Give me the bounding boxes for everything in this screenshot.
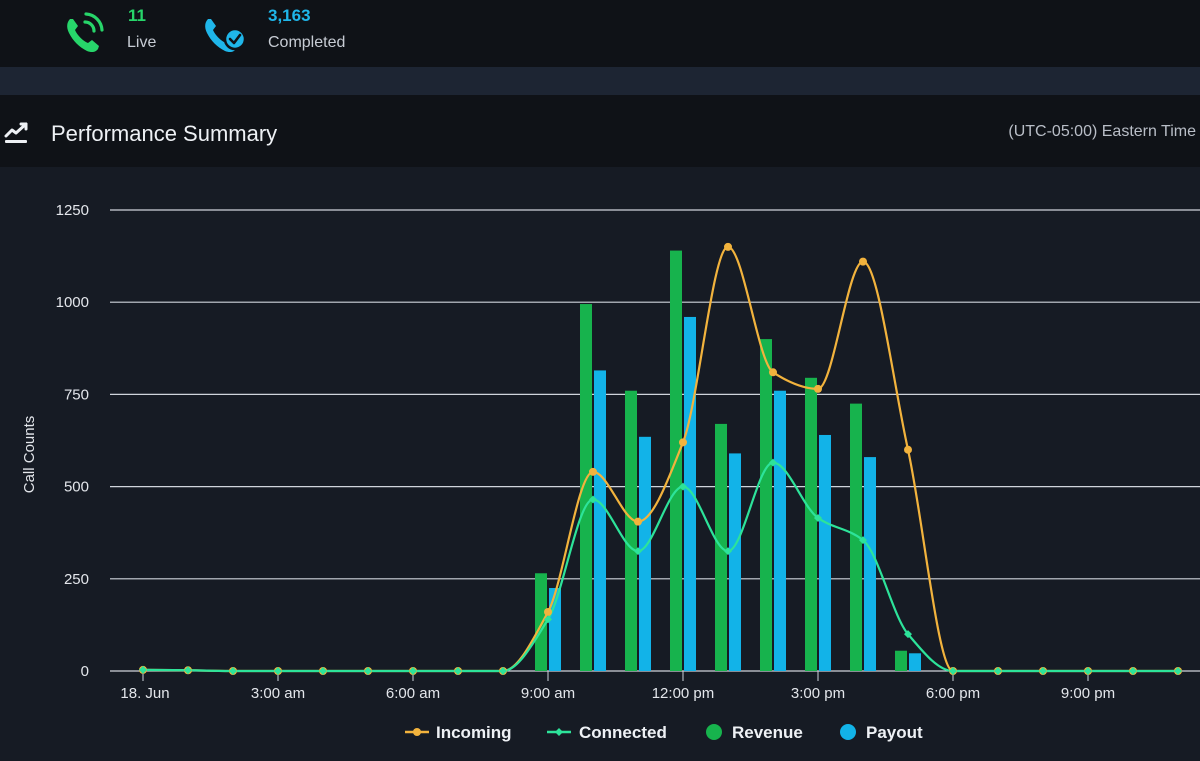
point-connected[interactable] xyxy=(904,630,912,639)
legend-connected-label[interactable]: Connected xyxy=(579,723,667,742)
bar-revenue[interactable] xyxy=(760,339,772,671)
performance-summary-header: Performance Summary (UTC-05:00) Eastern … xyxy=(0,95,1200,167)
point-connected[interactable] xyxy=(679,482,687,491)
performance-chart-svg: 0 250 500 750 1000 1250 Call Counts 18. Jun 3:00… xyxy=(21,202,1200,742)
x-tick-label: 6:00 am xyxy=(386,685,440,702)
legend-payout-marker xyxy=(840,724,856,740)
point-connected[interactable] xyxy=(229,667,237,675)
panel-title: Performance Summary xyxy=(51,121,278,146)
bar-revenue[interactable] xyxy=(580,304,592,671)
y-tick-label: 250 xyxy=(64,571,89,588)
y-tick-label: 1000 xyxy=(56,294,89,311)
top-stats-bar: 11 Live 3,163 Completed xyxy=(0,0,1200,67)
point-connected[interactable] xyxy=(274,667,282,675)
point-connected[interactable] xyxy=(859,536,867,545)
point-connected[interactable] xyxy=(364,667,372,675)
legend-revenue-label[interactable]: Revenue xyxy=(732,723,803,742)
bar-payout[interactable] xyxy=(819,434,831,671)
bar-payout[interactable] xyxy=(864,457,876,671)
legend-payout-label[interactable]: Payout xyxy=(866,723,923,742)
bar-revenue[interactable] xyxy=(850,403,862,671)
x-tick-label: 3:00 am xyxy=(251,685,305,702)
x-tick-label: 12:00 pm xyxy=(652,685,715,702)
legend-incoming-marker xyxy=(413,728,421,736)
timezone-selector[interactable]: (UTC-05:00) Eastern Time xyxy=(1008,123,1196,140)
point-connected[interactable] xyxy=(499,667,507,675)
bar-payout[interactable] xyxy=(909,653,921,671)
point-connected[interactable] xyxy=(949,667,957,675)
x-tick-label: 9:00 pm xyxy=(1061,685,1115,702)
point-incoming[interactable] xyxy=(589,467,597,476)
y-tick-label: 1250 xyxy=(56,202,89,219)
line-incoming[interactable] xyxy=(142,245,1178,673)
point-connected[interactable] xyxy=(1039,667,1047,675)
bar-revenue[interactable] xyxy=(805,377,817,671)
point-connected[interactable] xyxy=(139,665,147,674)
y-tick-label: 750 xyxy=(64,386,89,403)
bar-payout[interactable] xyxy=(639,436,651,671)
point-incoming[interactable] xyxy=(724,242,732,251)
point-connected[interactable] xyxy=(769,458,777,467)
legend-connected-marker xyxy=(555,728,563,736)
y-tick-label: 500 xyxy=(64,479,89,496)
completed-count: 3,163 xyxy=(268,6,311,25)
phone-ringing-icon xyxy=(67,12,104,53)
y-axis-label: Call Counts xyxy=(21,416,38,494)
point-connected[interactable] xyxy=(1129,667,1137,675)
point-incoming[interactable] xyxy=(904,445,912,454)
point-connected[interactable] xyxy=(1084,667,1092,675)
bar-revenue[interactable] xyxy=(535,573,547,671)
trend-chart-icon xyxy=(4,122,28,143)
live-label: Live xyxy=(127,34,157,51)
point-connected[interactable] xyxy=(814,513,822,522)
point-incoming[interactable] xyxy=(769,368,777,377)
x-tick-label: 3:00 pm xyxy=(791,685,845,702)
point-incoming[interactable] xyxy=(814,384,822,393)
phone-check-icon xyxy=(205,19,246,53)
point-connected[interactable] xyxy=(994,667,1002,675)
legend-incoming-label[interactable]: Incoming xyxy=(436,723,512,742)
live-count: 11 xyxy=(128,6,146,25)
point-connected[interactable] xyxy=(319,667,327,675)
point-connected[interactable] xyxy=(409,667,417,675)
point-connected[interactable] xyxy=(724,547,732,556)
bar-payout[interactable] xyxy=(774,390,786,671)
bar-payout[interactable] xyxy=(684,316,696,671)
point-connected[interactable] xyxy=(544,615,552,624)
bar-revenue[interactable] xyxy=(895,650,907,671)
x-tick-label: 6:00 pm xyxy=(926,685,980,702)
bar-revenue[interactable] xyxy=(625,390,637,671)
bar-payout[interactable] xyxy=(594,370,606,671)
point-connected[interactable] xyxy=(454,667,462,675)
x-tick-label: 18. Jun xyxy=(120,685,169,702)
legend-revenue-marker xyxy=(706,724,722,740)
point-connected[interactable] xyxy=(634,547,642,556)
bar-payout[interactable] xyxy=(729,453,741,671)
point-connected[interactable] xyxy=(184,666,192,675)
point-incoming[interactable] xyxy=(544,607,552,616)
y-tick-label: 0 xyxy=(81,663,89,680)
point-incoming[interactable] xyxy=(634,517,642,526)
point-connected[interactable] xyxy=(1174,667,1182,675)
x-tick-label: 9:00 am xyxy=(521,685,575,702)
point-incoming[interactable] xyxy=(679,438,687,447)
performance-chart: 0 250 500 750 1000 1250 Call Counts 18. Jun 3:00… xyxy=(0,167,1200,756)
point-incoming[interactable] xyxy=(859,257,867,266)
point-connected[interactable] xyxy=(589,495,597,504)
section-divider xyxy=(0,67,1200,95)
completed-label: Completed xyxy=(268,34,346,51)
